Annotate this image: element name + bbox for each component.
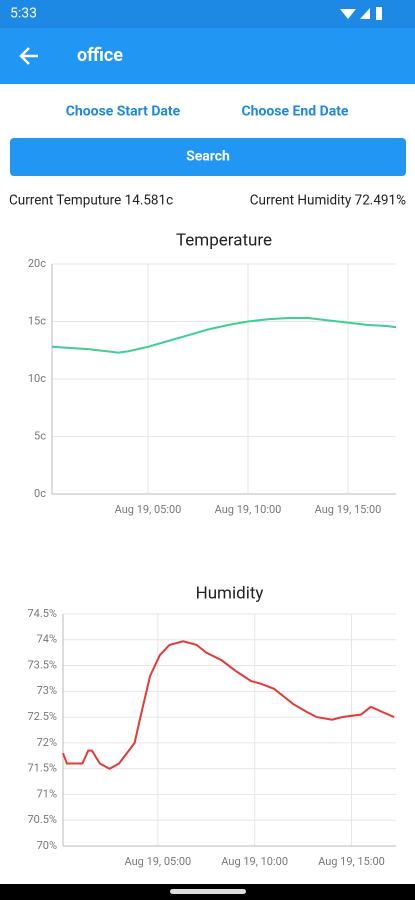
y-tick-label: 70.5% (27, 813, 57, 826)
chart-title: Temperature (176, 230, 272, 250)
y-tick-label: 73.5% (27, 658, 57, 671)
status-bar (0, 0, 415, 28)
y-tick-label: 5c (34, 429, 46, 442)
y-tick-label: 74% (37, 633, 57, 646)
battery-icon (376, 7, 382, 20)
y-tick-label: 15c (28, 314, 46, 327)
y-tick-label: 74.5% (27, 607, 57, 620)
x-tick-label: Aug 19, 05:00 (115, 503, 182, 516)
y-tick-label: 70% (37, 839, 57, 852)
data-line (51, 317, 397, 354)
current-temperature: Current Temputure 14.581c (9, 193, 173, 209)
x-tick-label: Aug 19, 10:00 (215, 503, 282, 516)
end-date-button[interactable]: Choose End Date (241, 104, 348, 120)
x-tick-label: Aug 19, 15:00 (315, 503, 382, 516)
y-tick-label: 10c (28, 372, 46, 385)
y-tick-label: 72% (37, 736, 57, 749)
app-bar (0, 28, 415, 84)
back-button[interactable] (19, 47, 38, 65)
home-indicator[interactable] (170, 889, 246, 894)
y-tick-label: 20c (28, 257, 46, 270)
y-tick-label: 71% (37, 787, 57, 800)
y-tick-label: 73% (37, 684, 57, 697)
data-line (62, 640, 395, 770)
x-tick-label: Aug 19, 10:00 (221, 855, 288, 868)
start-date-button[interactable]: Choose Start Date (66, 104, 181, 120)
search-label: Search (186, 149, 230, 165)
status-time: 5:33 (10, 6, 37, 22)
y-tick-label: 72.5% (27, 710, 57, 723)
search-button[interactable] (10, 138, 406, 176)
y-tick-label: 71.5% (27, 762, 57, 775)
x-tick-label: Aug 19, 15:00 (318, 855, 385, 868)
signal-icon (360, 8, 370, 19)
app-title: office (77, 45, 123, 66)
wifi-icon (340, 9, 356, 19)
x-tick-label: Aug 19, 05:00 (124, 855, 191, 868)
y-tick-label: 0c (34, 487, 46, 500)
current-humidity: Current Humidity 72.491% (250, 193, 406, 209)
chart-title: Humidity (196, 583, 264, 603)
